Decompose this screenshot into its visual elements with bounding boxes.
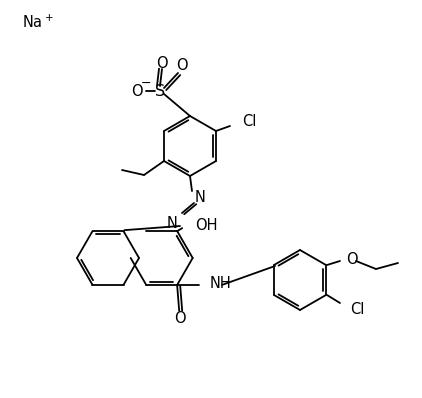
Text: Cl: Cl <box>350 302 364 316</box>
Text: Na$^+$: Na$^+$ <box>22 14 54 31</box>
Text: N: N <box>167 215 178 230</box>
Text: O: O <box>131 84 143 98</box>
Text: N: N <box>195 189 206 205</box>
Text: −: − <box>141 76 151 90</box>
Text: OH: OH <box>195 218 218 233</box>
Text: NH: NH <box>209 276 231 291</box>
Text: O: O <box>156 57 168 72</box>
Text: Cl: Cl <box>242 113 256 129</box>
Text: O: O <box>176 57 188 72</box>
Text: O: O <box>346 252 357 267</box>
Text: O: O <box>174 311 186 326</box>
Text: S: S <box>155 84 165 98</box>
